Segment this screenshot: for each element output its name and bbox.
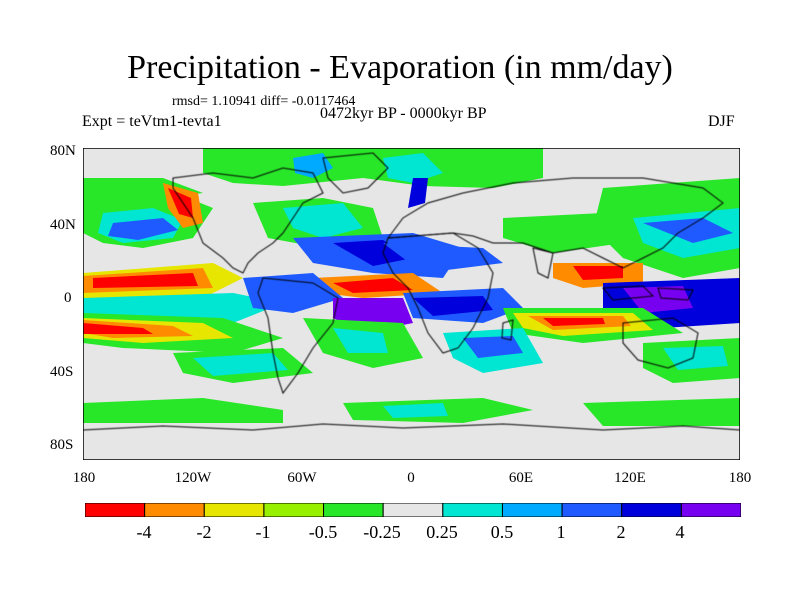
coastlines	[83, 152, 740, 431]
period-text: 0472kyr BP - 0000kyr BP	[320, 105, 487, 122]
lon-label-60e: 60E	[508, 470, 534, 486]
colorbar-swatch	[561, 503, 623, 517]
colorbar-label: -0.25	[363, 522, 401, 542]
lat-label-0: 0	[64, 290, 72, 306]
lat-label-80n: 80N	[50, 143, 76, 159]
colorbar-label: 0.25	[426, 522, 458, 542]
season-label: DJF	[708, 113, 735, 130]
stats-text: rmsd= 1.10941 diff= -0.0117464	[172, 94, 356, 109]
colorbar-swatch	[203, 503, 265, 517]
plot-title: Precipitation - Evaporation (in mm/day)	[127, 49, 673, 86]
colorbar-swatch	[85, 503, 146, 517]
colorbar-swatch	[680, 503, 741, 517]
lon-label-120e: 120E	[614, 470, 646, 486]
colorbar-label: 1	[556, 522, 566, 542]
colorbar-swatch	[621, 503, 682, 517]
colorbar-label: 0.5	[490, 522, 514, 542]
lat-label-40s: 40S	[50, 364, 74, 380]
lat-label-40n: 40N	[50, 217, 76, 233]
colorbar-label: -1	[255, 522, 271, 542]
colorbar-swatch	[382, 503, 444, 517]
lat-label-80s: 80S	[50, 437, 74, 453]
experiment-label: Expt = teVtm1-tevta1	[82, 113, 222, 130]
colorbar-swatch	[442, 503, 503, 517]
colorbar	[85, 503, 741, 517]
lon-label-0: 0	[407, 470, 415, 486]
colorbar-swatch	[144, 503, 205, 517]
colorbar-label: -2	[196, 522, 212, 542]
colorbar-swatch	[501, 503, 563, 517]
colorbar-swatch	[263, 503, 325, 517]
lon-label-60w: 60W	[287, 470, 317, 486]
colorbar-swatch	[323, 503, 384, 517]
lon-label-180e: 180	[728, 470, 752, 486]
colorbar-label: -0.5	[308, 522, 338, 542]
map-panel	[83, 148, 740, 460]
lon-label-120w: 120W	[174, 470, 212, 486]
colorbar-label: 4	[675, 522, 685, 542]
lon-label-180w: 180	[72, 470, 96, 486]
colorbar-label: -4	[136, 522, 152, 542]
colorbar-label: 2	[616, 522, 626, 542]
